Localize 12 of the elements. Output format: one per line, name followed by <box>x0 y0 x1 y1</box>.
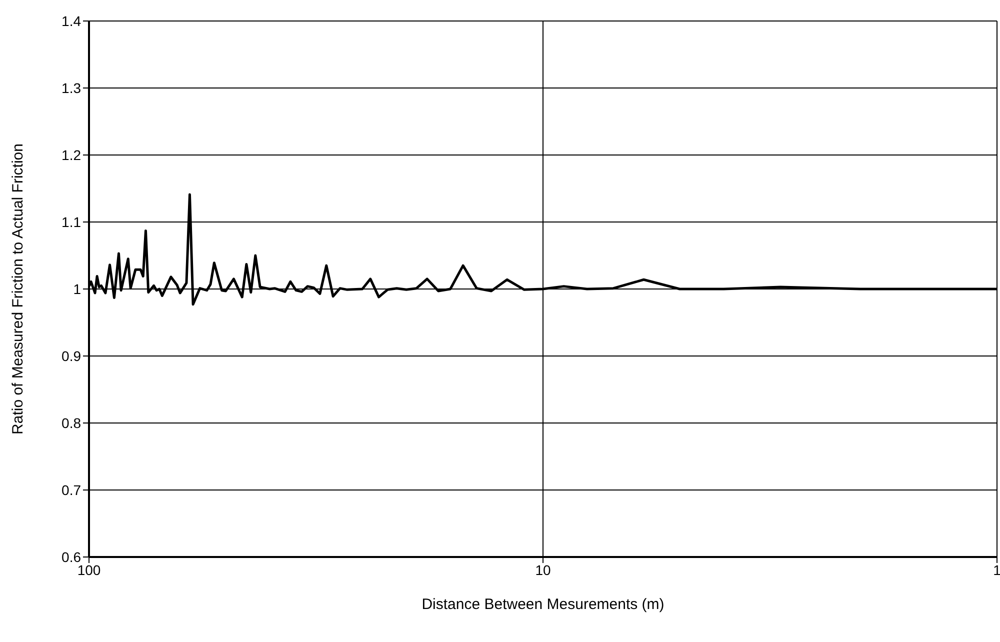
x-axis-title: Distance Between Mesurements (m) <box>422 596 664 613</box>
y-tick-label: 0.8 <box>62 414 82 431</box>
y-axis-title: Ratio of Measured Friction to Actual Friction <box>9 144 26 434</box>
y-tick-label: 1.1 <box>62 214 82 230</box>
y-tick-label: 0.9 <box>62 348 82 364</box>
y-tick-label: 1.2 <box>62 146 82 163</box>
x-tick-label: 1 <box>993 562 1000 578</box>
y-tick-label: 1.3 <box>62 80 82 96</box>
y-tick-label: 1.4 <box>62 12 82 29</box>
y-tick-label: 1 <box>73 280 82 297</box>
y-tick-label: 0.7 <box>62 482 82 498</box>
x-tick-label: 10 <box>535 562 551 578</box>
